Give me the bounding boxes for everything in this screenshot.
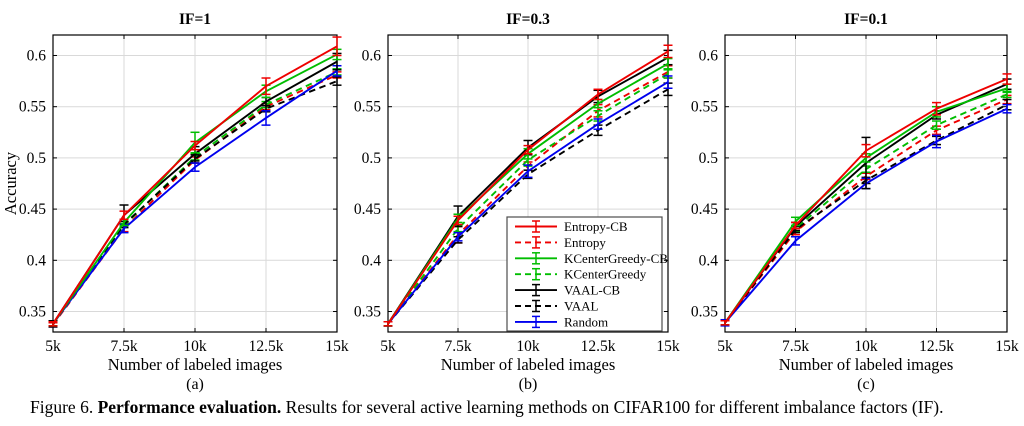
y-tick-label: 0.6 bbox=[362, 47, 382, 64]
legend-label: VAAL bbox=[564, 299, 598, 314]
chart-panel-a: 5k 7.5k 10k 12.5k 15k 0.35 0.4 0.45 0.5 0.55 0.6 IF… bbox=[1, 11, 349, 393]
charts-canvas: 5k 7.5k 10k 12.5k 15k 0.35 0.4 0.45 0.5 0.55 0.6 IF… bbox=[1, 11, 1019, 393]
chart-panel-c: 5k 7.5k 10k 12.5k 15k 0.35 0.4 0.45 0.5 0.55 0.6 IF… bbox=[691, 11, 1019, 393]
x-tick-label: 5k bbox=[380, 338, 396, 355]
x-tick-label: 15k bbox=[325, 338, 349, 355]
y-tick-label: 0.4 bbox=[699, 252, 719, 269]
x-tick-label: 10k bbox=[183, 338, 207, 355]
legend-entry-random: Random bbox=[515, 314, 608, 329]
legend-entry-entropy-cb: Entropy-CB bbox=[515, 219, 628, 234]
legend-entry-kcentergreedy-cb: KCenterGreedy-CB bbox=[515, 251, 668, 266]
panel-sublabel: (c) bbox=[857, 376, 875, 393]
x-tick-label: 12.5k bbox=[249, 338, 284, 355]
x-tick-label: 12.5k bbox=[581, 338, 616, 355]
chart-title: IF=1 bbox=[179, 11, 211, 28]
chart-title: IF=0.3 bbox=[506, 11, 550, 28]
x-tick-label: 10k bbox=[516, 338, 540, 355]
legend-label: KCenterGreedy-CB bbox=[564, 251, 668, 266]
panel-sublabel: (a) bbox=[186, 376, 204, 393]
y-tick-label: 0.5 bbox=[362, 150, 382, 167]
x-tick-label: 7.5k bbox=[782, 338, 809, 355]
chart-panel-b: 5k 7.5k 10k 12.5k 15k 0.35 0.4 0.45 0.5 0.55 0.6 IF… bbox=[354, 11, 680, 393]
y-tick-label: 0.4 bbox=[362, 252, 382, 269]
y-tick-label: 0.35 bbox=[691, 304, 718, 321]
y-tick-label: 0.5 bbox=[699, 150, 719, 167]
x-tick-label: 5k bbox=[45, 338, 61, 355]
x-tick-label: 5k bbox=[717, 338, 733, 355]
y-tick-label: 0.55 bbox=[19, 99, 46, 116]
y-axis-label: Accuracy bbox=[1, 151, 20, 215]
caption-bold: Performance evaluation. bbox=[97, 397, 282, 417]
x-axis-label: Number of labeled images bbox=[441, 355, 616, 374]
x-axis-label: Number of labeled images bbox=[108, 355, 283, 374]
y-tick-label: 0.35 bbox=[354, 304, 381, 321]
caption-rest: Results for several active learning meth… bbox=[285, 397, 944, 417]
y-tick-label: 0.6 bbox=[699, 47, 719, 64]
legend-label: VAAL-CB bbox=[564, 283, 620, 298]
series-entropy-cb bbox=[48, 36, 342, 327]
legend: Entropy-CBEntropyKCenterGreedy-CBKCenter… bbox=[506, 216, 668, 332]
series-entropy-cb bbox=[720, 73, 1012, 326]
series-line bbox=[387, 73, 669, 325]
y-tick-label: 0.55 bbox=[354, 99, 381, 116]
x-tick-label: 12.5k bbox=[919, 338, 954, 355]
y-tick-label: 0.6 bbox=[27, 47, 47, 64]
y-tick-label: 0.4 bbox=[27, 252, 47, 269]
y-tick-label: 0.45 bbox=[691, 201, 718, 218]
caption-prefix: Figure 6. bbox=[30, 397, 94, 417]
legend-entry-entropy: Entropy bbox=[515, 235, 606, 250]
panel-sublabel: (b) bbox=[519, 376, 538, 393]
x-tick-label: 15k bbox=[656, 338, 680, 355]
y-tick-label: 0.45 bbox=[354, 201, 381, 218]
legend-entry-kcentergreedy: KCenterGreedy bbox=[515, 267, 647, 282]
legend-label: KCenterGreedy bbox=[564, 267, 647, 282]
legend-entry-vaal-cb: VAAL-CB bbox=[515, 283, 620, 298]
y-tick-label: 0.55 bbox=[691, 99, 718, 116]
series-entropy-cb bbox=[383, 44, 673, 327]
legend-label: Entropy bbox=[564, 235, 606, 250]
figure-caption: Figure 6. Performance evaluation. Result… bbox=[30, 397, 1005, 418]
x-tick-label: 10k bbox=[854, 338, 878, 355]
x-tick-label: 15k bbox=[995, 338, 1019, 355]
legend-entry-vaal: VAAL bbox=[515, 299, 598, 314]
x-axis-label: Number of labeled images bbox=[779, 355, 954, 374]
chart-title: IF=0.1 bbox=[844, 11, 888, 28]
x-tick-label: 7.5k bbox=[110, 338, 137, 355]
y-tick-label: 0.35 bbox=[19, 304, 46, 321]
legend-label: Entropy-CB bbox=[564, 219, 628, 234]
x-tick-label: 7.5k bbox=[444, 338, 471, 355]
y-tick-label: 0.5 bbox=[27, 150, 47, 167]
legend-label: Random bbox=[564, 314, 608, 329]
y-tick-label: 0.45 bbox=[19, 201, 46, 218]
